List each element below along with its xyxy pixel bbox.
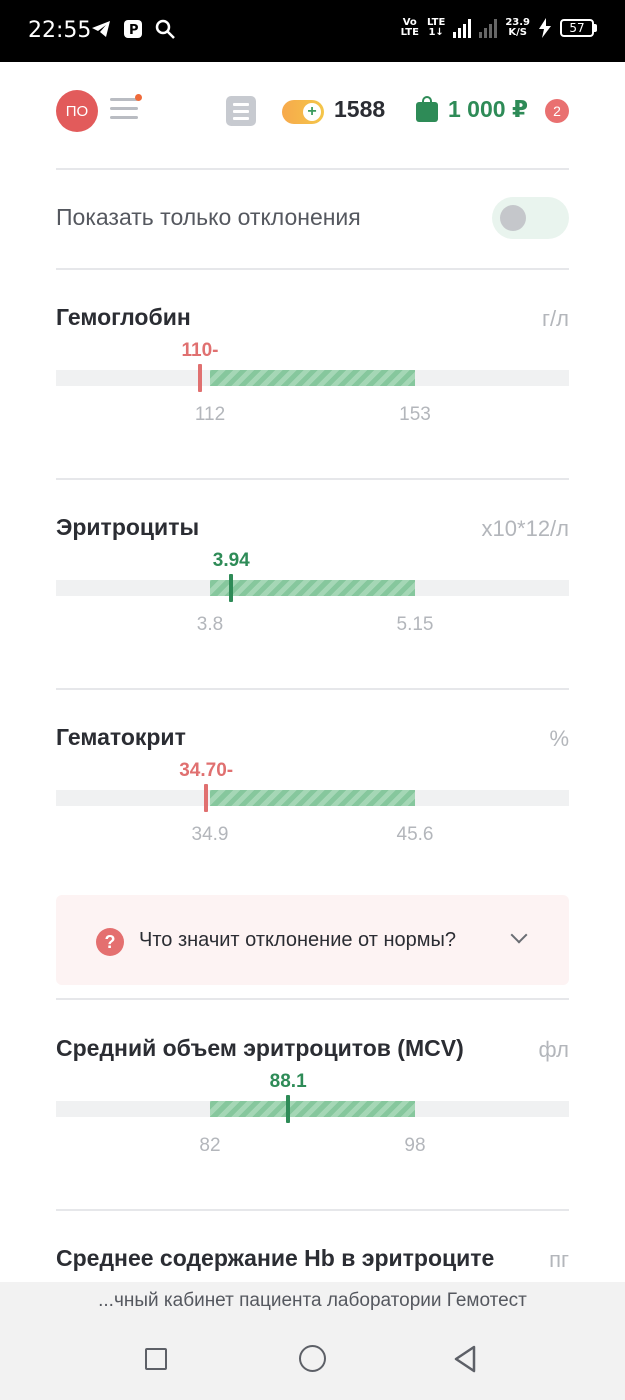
cart-bag-icon[interactable] [416,96,438,122]
system-nav-bar [0,1320,625,1400]
indicator-unit: % [549,726,569,751]
plus-icon: + [303,103,321,121]
deviation-filter-toggle[interactable] [492,197,569,239]
signal-icon-sim2 [479,18,498,38]
indicator-erythrocytes: Эритроциты x10*12/л 3.94 3.8 5.15 [0,514,625,694]
range-track [56,784,569,812]
deviation-filter-label: Показать только отклонения [56,204,361,230]
bonus-coins-count[interactable]: 1588 [334,96,386,122]
normal-range-band [210,1101,415,1117]
indicator-hemoglobin: Гемоглобин г/л 110- 112 153 [0,304,625,484]
indicator-name: Средний объем эритроцитов (MCV) [56,1035,464,1061]
signal-icon [453,18,472,38]
cart-amount[interactable]: 1 000 ₽ [448,96,528,122]
value-marker [204,784,209,812]
indicator-unit: пг [549,1247,569,1272]
range-track [56,1095,569,1123]
norm-min-label: 34.9 [191,824,229,845]
charging-icon [539,18,551,38]
status-bar: 22:55 P Vo LTE LTE 1↓ 23.9 K/S 57 [0,0,625,62]
indicator-name: Среднее содержание Hb в эритроците [56,1245,495,1271]
orders-list-icon[interactable] [226,96,256,126]
net-speed: 23.9 K/S [505,17,530,38]
normal-range-band [210,580,415,596]
search-icon [155,19,175,39]
avatar[interactable]: ПО [56,90,98,132]
range-track [56,364,569,392]
norm-min-label: 112 [194,404,226,425]
chevron-down-icon [510,926,528,944]
divider [56,268,569,270]
menu-icon[interactable] [110,94,142,124]
indicator-mcv: Средний объем эритроцитов (MCV) фл 88.1 … [0,1035,625,1215]
status-left-icons: P [90,18,176,40]
value-marker [286,1095,291,1123]
toggle-knob [500,205,526,231]
status-right: Vo LTE LTE 1↓ 23.9 K/S 57 [401,18,597,38]
question-icon: ? [96,928,124,956]
indicator-unit: г/л [542,306,569,331]
normal-range-band [210,790,415,806]
battery-level: 57 [560,19,594,37]
range-track [56,574,569,602]
svg-text:P: P [129,23,139,38]
indicator-mch: Среднее содержание Hb в эритроците пг [0,1245,625,1282]
parking-icon: P [124,20,142,38]
norm-max-label: 98 [404,1135,426,1156]
value-marker [229,574,234,602]
recents-icon[interactable] [145,1348,167,1370]
notification-dot [135,94,142,101]
app-header: ПО + 1588 1 000 ₽ 2 [0,62,625,168]
indicator-value: 34.70- [179,760,234,781]
deviation-info-text: Что значит отклонение от нормы? [139,929,456,951]
indicator-hematocrit: Гематокрит % 34.70- 34.9 45.6 [0,724,625,904]
back-icon[interactable] [452,1344,478,1374]
indicator-name: Гемоглобин [56,304,191,330]
divider [56,688,569,690]
divider [56,1209,569,1211]
norm-min-label: 3.8 [196,614,224,635]
home-icon[interactable] [299,1345,326,1372]
divider [56,478,569,480]
status-time: 22:55 [28,18,92,43]
indicator-unit: x10*12/л [481,516,569,541]
indicator-name: Эритроциты [56,514,200,540]
norm-min-label: 82 [199,1135,221,1156]
indicator-value: 110- [181,340,219,361]
browser-address-bar[interactable]: ...чный кабинет пациента лаборатории Гем… [0,1282,625,1320]
norm-max-label: 45.6 [396,824,434,845]
volte-indicator: Vo LTE [400,17,419,38]
indicator-value: 88.1 [269,1071,307,1092]
indicator-value: 3.94 [212,550,250,571]
cart-count-badge: 2 [545,99,569,123]
indicator-unit: фл [538,1037,569,1062]
telegram-icon [92,21,110,37]
norm-max-label: 153 [399,404,431,425]
battery-icon: 57 [560,19,597,37]
divider [56,168,569,170]
divider [56,998,569,1000]
norm-max-label: 5.15 [396,614,434,635]
bonus-coins-icon[interactable]: + [282,100,324,124]
page-url-title: ...чный кабинет пациента лаборатории Гем… [98,1290,527,1311]
value-marker [198,364,202,392]
deviation-info-expander[interactable]: ? Что значит отклонение от нормы? [56,895,569,985]
lte-indicator: LTE 1↓ [426,17,446,38]
indicator-name: Гематокрит [56,724,186,750]
normal-range-band [210,370,415,386]
